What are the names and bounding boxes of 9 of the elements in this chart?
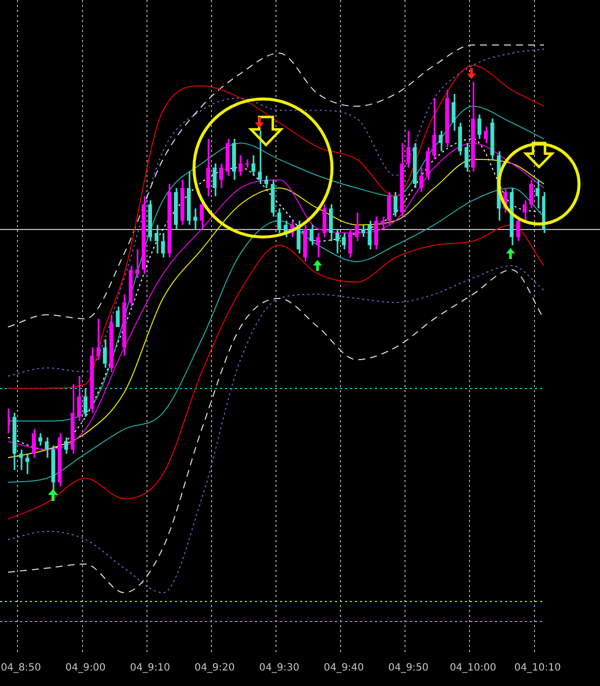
x-tick-label: 04_9:00 <box>65 662 106 674</box>
x-tick-label: 04_9:40 <box>324 662 364 674</box>
x-tick-label: 04_10:10 <box>514 662 561 674</box>
x-tick-label: 04_8:50 <box>0 662 42 674</box>
x-tick-label: 04_9:20 <box>194 662 235 674</box>
x-tick-label: 04_9:50 <box>388 662 428 674</box>
x-tick-label: 04_9:10 <box>130 662 170 674</box>
x-tick-label: 04_9:30 <box>259 662 300 674</box>
x-tick-label: 04_10:00 <box>450 662 496 674</box>
